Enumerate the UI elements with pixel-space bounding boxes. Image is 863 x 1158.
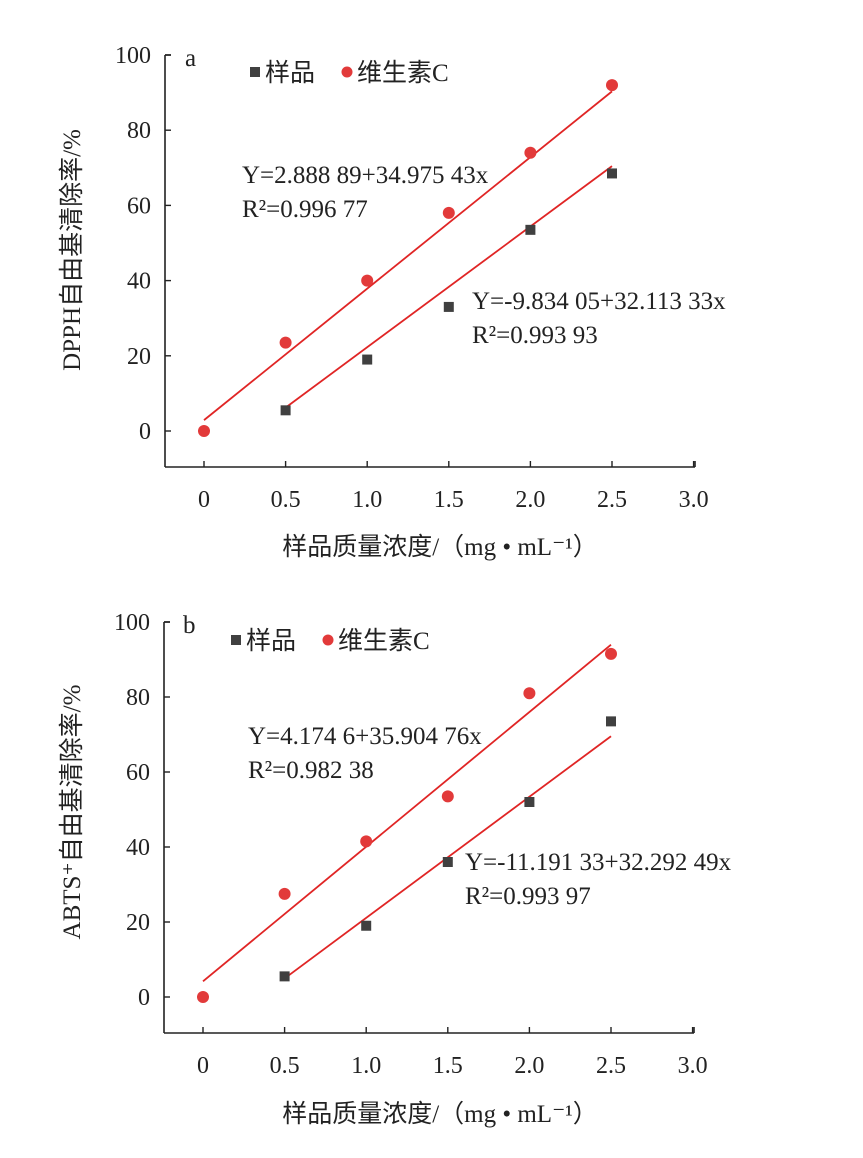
y-tick-label: 80 [126, 685, 150, 711]
x-tick-label: 2.5 [596, 1053, 626, 1079]
data-point-vitamin-c [523, 687, 536, 700]
data-point-sample [607, 168, 617, 179]
fit-r-squared: R²=0.993 93 [472, 322, 598, 349]
data-point-sample [362, 354, 373, 365]
data-point-sample [361, 920, 372, 931]
x-tick-label: 0.5 [270, 1053, 300, 1079]
x-tick-label: 0.5 [271, 487, 301, 513]
data-point-vitamin-c [197, 991, 209, 1003]
data-point-sample [525, 224, 536, 235]
data-point-vitamin-c [442, 206, 455, 219]
x-tick-label: 0 [198, 487, 210, 513]
y-axis-label: DPPH自由基清除率/% [58, 129, 86, 371]
data-point-vitamin-c [361, 274, 374, 287]
legend-label: 样品 [265, 59, 315, 87]
x-tick-label: 2.5 [597, 487, 627, 513]
fit-line-vitamin-c [202, 644, 612, 983]
data-point-vitamin-c [524, 146, 537, 159]
y-tick-label: 80 [127, 118, 151, 144]
data-point-vitamin-c [441, 790, 454, 803]
x-tick-label: 3.0 [678, 1053, 708, 1079]
fit-equation: Y=-9.834 05+32.113 33x [472, 288, 726, 315]
legend-label: 维生素C [357, 59, 449, 87]
x-tick-label: 1.5 [433, 1053, 463, 1079]
y-tick-label: 0 [138, 985, 150, 1011]
fit-equation: Y=-11.191 33+32.292 49x [465, 849, 732, 876]
legend-circle-icon [341, 66, 353, 78]
y-tick-label: 20 [127, 344, 151, 370]
chart-panel-a: 0 20 40 60 80 100 0 0.5 1.0 1.5 2.0 2.5 3.0 a 样品质量浓度/（… [58, 43, 726, 561]
y-tick-label: 60 [127, 193, 151, 219]
data-point-sample [279, 971, 290, 982]
panel-letter: a [185, 45, 196, 72]
x-tick-label: 1.5 [434, 487, 464, 513]
y-axis-label: ABTS⁺自由基清除率/% [58, 685, 86, 940]
x-tick-label: 0 [197, 1053, 209, 1079]
y-tick-label: 40 [127, 269, 151, 295]
x-axis-label: 样品质量浓度/（mg • mL⁻¹） [282, 1100, 598, 1128]
legend-label: 样品 [246, 627, 296, 655]
data-point-sample [442, 857, 453, 867]
data-point-sample [443, 301, 454, 312]
x-tick-label: 2.0 [515, 487, 545, 513]
fit-equation: Y=2.888 89+34.975 43x [242, 162, 489, 189]
chart-panel-b: 0 20 40 60 80 100 0 0.5 1.0 1.5 2.0 2.5 3.0 b 样品质量浓度/（… [58, 610, 732, 1128]
legend-square-icon [250, 67, 260, 77]
data-point-vitamin-c [279, 336, 292, 349]
x-tick-label: 1.0 [352, 487, 382, 513]
data-point-vitamin-c [605, 647, 617, 660]
data-point-sample [280, 405, 291, 416]
legend-label: 维生素C [338, 627, 430, 655]
panel-letter: b [183, 612, 196, 639]
y-tick-label: 60 [126, 760, 150, 786]
data-point-vitamin-c [278, 887, 291, 900]
y-tick-label: 100 [114, 610, 150, 636]
legend-square-icon [231, 635, 241, 645]
data-point-vitamin-c [606, 79, 618, 92]
x-tick-label: 2.0 [514, 1053, 544, 1079]
legend-circle-icon [322, 634, 334, 646]
fit-equation: Y=4.174 6+35.904 76x [248, 723, 482, 750]
data-point-vitamin-c [360, 835, 373, 848]
x-axis-label: 样品质量浓度/（mg • mL⁻¹） [282, 533, 598, 561]
y-tick-label: 40 [126, 835, 150, 861]
fit-line-sample [285, 165, 613, 409]
fit-line-vitamin-c [203, 90, 613, 421]
y-tick-label: 0 [139, 419, 151, 445]
fit-r-squared: R²=0.996 77 [242, 196, 368, 223]
data-point-vitamin-c [198, 425, 210, 437]
y-tick-label: 100 [115, 43, 151, 69]
y-tick-label: 20 [126, 910, 150, 936]
fit-r-squared: R²=0.993 97 [465, 883, 591, 910]
data-point-sample [606, 716, 616, 727]
fit-r-squared: R²=0.982 38 [248, 757, 374, 784]
x-tick-label: 3.0 [679, 487, 709, 513]
x-tick-label: 1.0 [351, 1053, 381, 1079]
data-point-sample [524, 797, 535, 807]
